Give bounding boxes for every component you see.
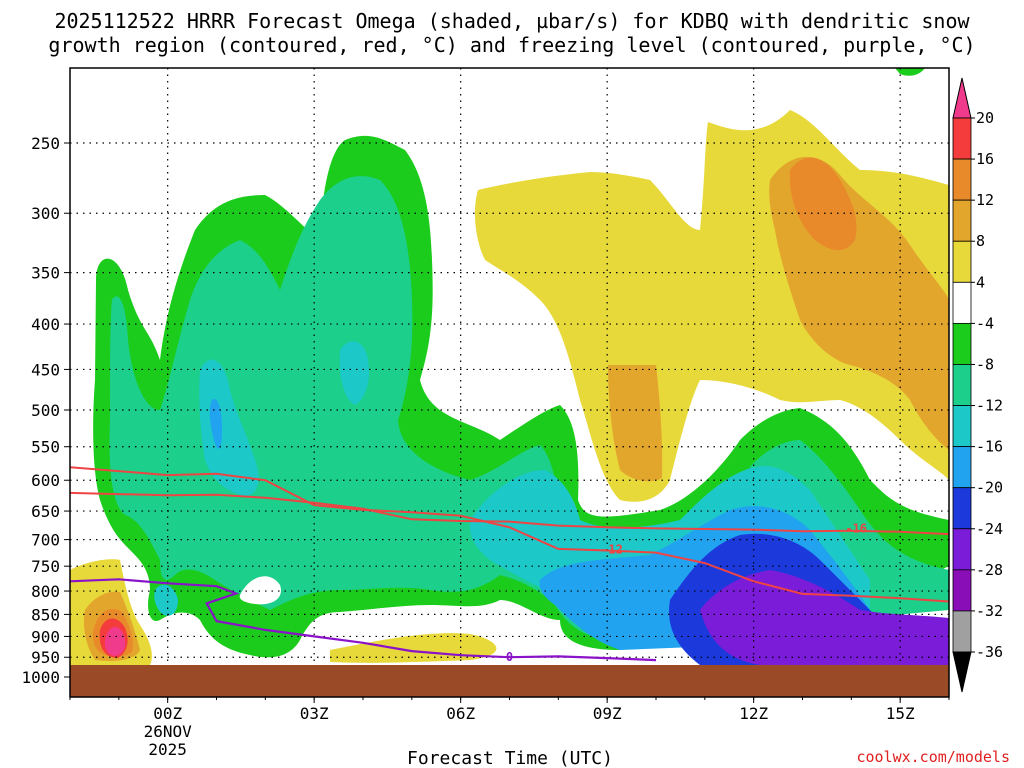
x-axis-title: Forecast Time (UTC) <box>407 748 613 768</box>
colorbar-segment <box>952 569 972 612</box>
y-tick-label-350: 350 <box>31 264 60 283</box>
x-tick-label-15: 15Z <box>886 704 915 723</box>
colorbar-segment <box>952 487 972 530</box>
omega-region-neg16-a <box>209 399 222 449</box>
colorbar: 20 16 12 8 4 -4 -8 -12 -16 -20 -24 -28 -32 -36 <box>952 77 1003 693</box>
colorbar-label: -4 <box>976 314 994 332</box>
red-contour-label: -16 <box>845 521 867 535</box>
colorbar-label: -12 <box>976 397 1003 415</box>
colorbar-label: -32 <box>976 602 1003 620</box>
x-tick-label-12: 12Z <box>739 704 768 723</box>
y-tick-label-750: 750 <box>31 557 60 576</box>
x-tick-label-9: 09Z <box>593 704 622 723</box>
omega-shading <box>70 68 949 665</box>
y-tick-label-1000: 1000 <box>21 668 60 687</box>
red-contour--12 <box>70 491 949 536</box>
colorbar-segment <box>952 405 972 448</box>
colorbar-segment <box>952 199 972 242</box>
chart-title-line1: 2025112522 HRRR Forecast Omega (shaded, … <box>54 9 970 33</box>
purple-contour-label: 0 <box>506 650 513 664</box>
y-tick-label-300: 300 <box>31 204 60 223</box>
chart-title-line2: growth region (contoured, red, °C) and f… <box>48 33 975 57</box>
omega-region-neg12-d <box>154 584 178 616</box>
colorbar-label: 16 <box>976 150 994 168</box>
gridlines <box>70 68 949 697</box>
colorbar-top-arrow <box>952 77 972 119</box>
colorbar-label: -8 <box>976 355 994 373</box>
colorbar-label: -24 <box>976 520 1003 538</box>
y-tick-label-550: 550 <box>31 438 60 457</box>
purple-contour-0 <box>70 578 657 662</box>
colorbar-label: 20 <box>976 109 994 127</box>
omega-region-pos12-a <box>789 157 857 251</box>
omega-region-pos20 <box>104 627 126 656</box>
colorbar-label: -28 <box>976 561 1003 579</box>
colorbar-segment <box>952 364 972 406</box>
y-axis: 250 300 350 400 450 500 550 600 650 700 750 800 850 9… <box>21 134 70 687</box>
colorbar-segment <box>952 117 972 160</box>
y-tick-label-600: 600 <box>31 471 60 490</box>
omega-region-neg24 <box>700 570 949 665</box>
x-tick-date: 26NOV <box>144 722 193 741</box>
colorbar-segment <box>952 281 972 324</box>
x-tick-label-6: 06Z <box>446 704 475 723</box>
y-tick-label-650: 650 <box>31 502 60 521</box>
omega-region-neg12-b <box>339 341 370 405</box>
colorbar-label: -20 <box>976 479 1003 497</box>
omega-region-neg4-top <box>895 68 925 76</box>
colorbar-label: -36 <box>976 643 1003 661</box>
y-tick-label-400: 400 <box>31 315 60 334</box>
red-contour-label: -12 <box>601 542 623 556</box>
y-tick-label-700: 700 <box>31 531 60 550</box>
colorbar-segment <box>952 158 972 201</box>
omega-region-zero-hole <box>239 576 281 605</box>
ground <box>70 665 949 697</box>
colorbar-label: 8 <box>976 232 985 250</box>
colorbar-label: 12 <box>976 191 994 209</box>
colorbar-segment <box>952 610 972 653</box>
colorbar-bottom-arrow <box>952 651 972 693</box>
y-tick-label-250: 250 <box>31 134 60 153</box>
colorbar-segment <box>952 322 972 365</box>
omega-region-neg12-a <box>199 359 259 497</box>
contours: -12 -16 0 <box>70 466 949 664</box>
x-tick-year: 2025 <box>148 740 187 759</box>
credit-text: coolwx.com/models <box>856 748 1010 766</box>
colorbar-segment <box>952 446 972 489</box>
y-tick-label-500: 500 <box>31 401 60 420</box>
colorbar-segment <box>952 240 972 283</box>
colorbar-label: -16 <box>976 438 1003 456</box>
y-tick-label-800: 800 <box>31 582 60 601</box>
plot-area: -12 -16 0 <box>70 68 949 697</box>
x-tick-label-0: 00Z <box>153 704 182 723</box>
y-tick-label-900: 900 <box>31 627 60 646</box>
y-tick-label-950: 950 <box>31 648 60 667</box>
omega-region-pos8-b <box>608 365 663 482</box>
red-contour--16 <box>70 466 949 603</box>
y-tick-label-850: 850 <box>31 605 60 624</box>
x-tick-label-3: 03Z <box>300 704 329 723</box>
colorbar-label: 4 <box>976 273 985 291</box>
y-tick-label-450: 450 <box>31 360 60 379</box>
colorbar-segment <box>952 528 972 571</box>
